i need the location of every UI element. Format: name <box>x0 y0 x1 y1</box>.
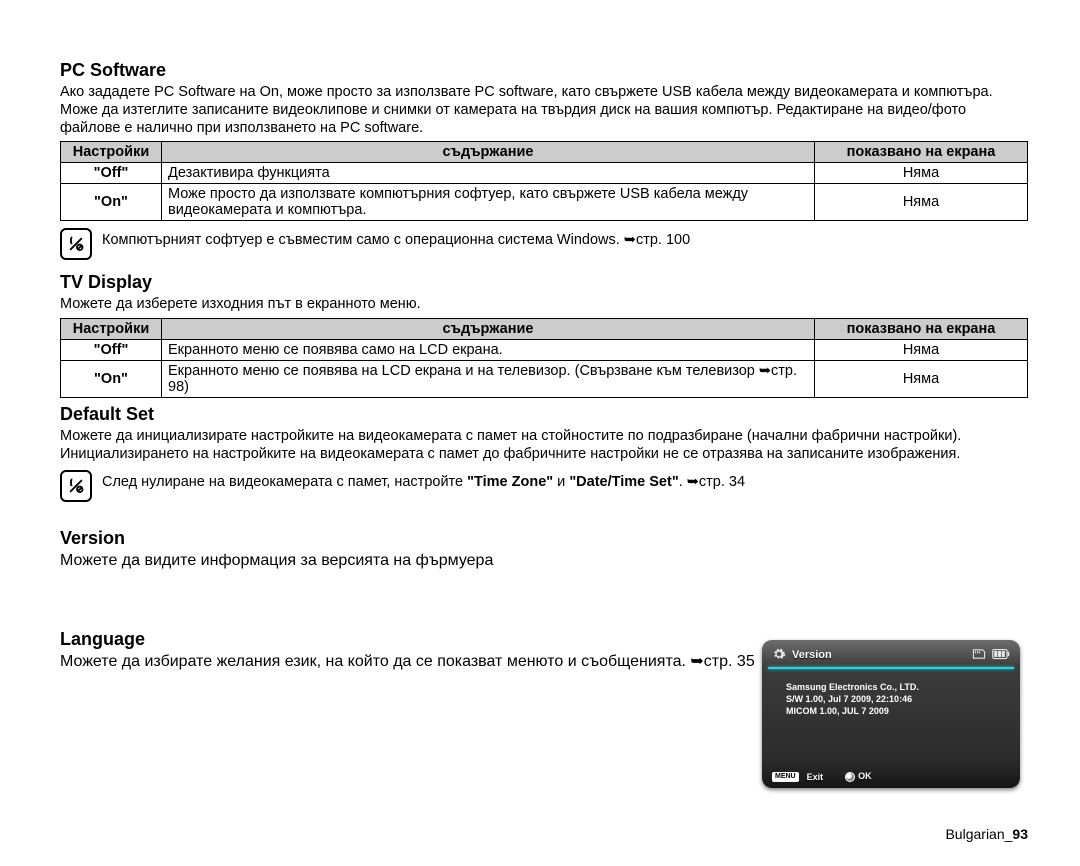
exit-label[interactable]: Exit <box>807 772 824 782</box>
cell-screen: Няма <box>815 360 1028 397</box>
page-footer: Bulgarian_93 <box>945 826 1028 842</box>
menu-chip[interactable]: MENU <box>772 772 799 782</box>
version-divider <box>768 667 1014 669</box>
cell-screen: Няма <box>815 163 1028 184</box>
cell-setting: "On" <box>61 184 162 221</box>
note-text: След нулиране на видеокамерата с памет, … <box>102 469 745 492</box>
ok-label: OK <box>858 771 872 781</box>
desc-tv-display: Можете да изберете изходния път в екранн… <box>60 295 1028 313</box>
version-panel-title: Version <box>792 649 966 661</box>
cell-screen: Няма <box>815 184 1028 221</box>
th-settings: Настройки <box>61 142 162 163</box>
note-pc-software: Компютърният софтуер е съвместим само с … <box>60 227 1028 260</box>
storage-card-icon <box>972 648 986 663</box>
cell-content: Екранното меню се появява на LCD екрана … <box>162 360 815 397</box>
ok-dot-icon <box>845 772 855 782</box>
cell-setting: "Off" <box>61 339 162 360</box>
table-tv-display: Настройки съдържание показвано на екрана… <box>60 318 1028 398</box>
table-row: "Off" Екранното меню се появява само на … <box>61 339 1028 360</box>
note-frag: След нулиране на видеокамерата с памет, … <box>102 474 467 490</box>
note-icon <box>60 228 92 260</box>
table-row: "On" Може просто да използвате компютърн… <box>61 184 1028 221</box>
desc-version: Можете да видите информация за версията … <box>60 551 1028 571</box>
ok-button[interactable]: OK <box>845 771 872 782</box>
table-header-row: Настройки съдържание показвано на екрана <box>61 318 1028 339</box>
version-line: Samsung Electronics Co., LTD. <box>786 681 1010 693</box>
note-icon <box>60 470 92 502</box>
th-content: съдържание <box>162 318 815 339</box>
cell-content: Екранното меню се появява само на LCD ек… <box>162 339 815 360</box>
cell-content: Дезактивира функцията <box>162 163 815 184</box>
heading-pc-software: PC Software <box>60 60 1028 81</box>
cell-setting: "Off" <box>61 163 162 184</box>
footer-page: 93 <box>1012 826 1028 842</box>
version-info: Samsung Electronics Co., LTD. S/W 1.00, … <box>772 681 1010 717</box>
table-row: "Off" Дезактивира функцията Няма <box>61 163 1028 184</box>
heading-version: Version <box>60 528 1028 549</box>
manual-page: PC Software Ако зададете PC Software на … <box>0 0 1080 866</box>
gear-icon <box>772 647 786 664</box>
table-row: "On" Екранното меню се появява на LCD ек… <box>61 360 1028 397</box>
battery-icon <box>992 648 1010 663</box>
note-bold: "Date/Time Set" <box>569 474 678 490</box>
heading-tv-display: TV Display <box>60 272 1028 293</box>
version-titlebar: Version <box>772 646 1010 664</box>
note-text: Компютърният софтуер е съвместим само с … <box>102 227 690 250</box>
th-content: съдържание <box>162 142 815 163</box>
th-settings: Настройки <box>61 318 162 339</box>
version-line: S/W 1.00, Jul 7 2009, 22:10:46 <box>786 693 1010 705</box>
cell-setting: "On" <box>61 360 162 397</box>
version-line: MICOM 1.00, JUL 7 2009 <box>786 705 1010 717</box>
footer-lang: Bulgarian <box>945 826 1004 842</box>
table-pc-software: Настройки съдържание показвано на екрана… <box>60 141 1028 221</box>
note-default-set: След нулиране на видеокамерата с памет, … <box>60 469 1028 502</box>
desc-default-set: Можете да инициализирате настройките на … <box>60 427 1028 463</box>
cell-content: Може просто да използвате компютърния со… <box>162 184 815 221</box>
version-footer: MENU Exit OK <box>772 771 1010 782</box>
th-screen: показвано на екрана <box>815 318 1028 339</box>
table-header-row: Настройки съдържание показвано на екрана <box>61 142 1028 163</box>
note-frag: и <box>553 474 569 490</box>
version-screen-mock: Version Samsung Electronics Co., LTD. S/… <box>762 640 1020 788</box>
th-screen: показвано на екрана <box>815 142 1028 163</box>
note-frag: . ➥стр. 34 <box>679 474 745 490</box>
note-bold: "Time Zone" <box>467 474 553 490</box>
desc-pc-software: Ако зададете PC Software на On, може про… <box>60 83 1028 137</box>
heading-default-set: Default Set <box>60 404 1028 425</box>
cell-screen: Няма <box>815 339 1028 360</box>
